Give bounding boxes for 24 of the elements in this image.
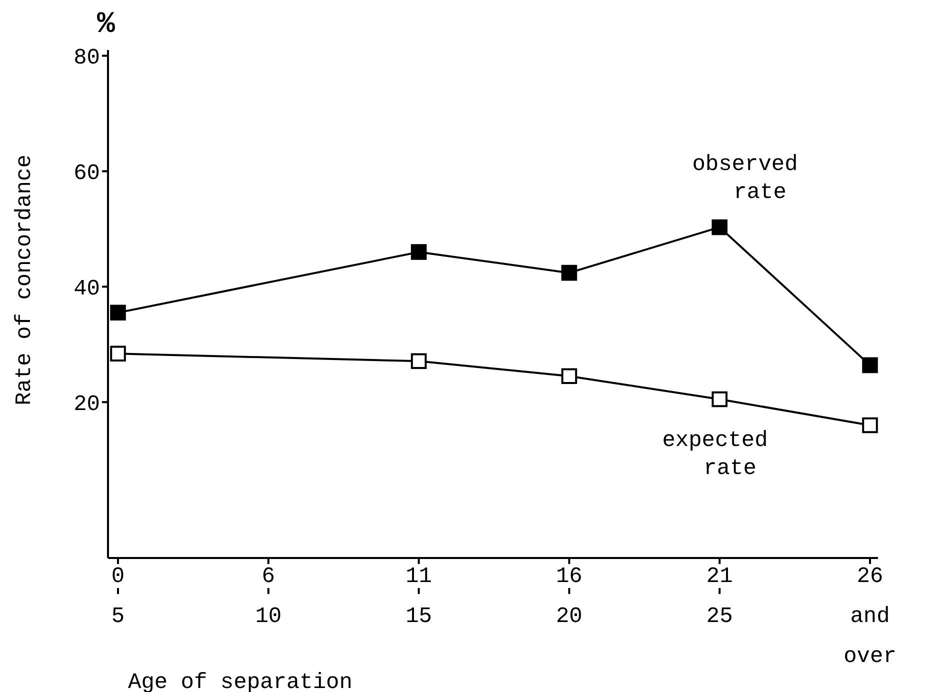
point bbox=[862, 417, 878, 434]
y-tick-label: 20 bbox=[74, 392, 100, 417]
y-axis-title: Rate of concordance bbox=[12, 154, 37, 406]
x-tick-label: 21 25 bbox=[706, 564, 733, 629]
x-tick-label: 11 15 bbox=[406, 564, 432, 629]
x-tick-label: 6 10 bbox=[255, 564, 282, 629]
point bbox=[862, 357, 878, 374]
point bbox=[712, 391, 728, 408]
y-tick-label: 80 bbox=[74, 45, 100, 70]
y-tick-label: 40 bbox=[74, 276, 100, 302]
x-tick-label: 0 5 bbox=[111, 564, 125, 629]
x-tick-label: 26 and over bbox=[844, 564, 896, 669]
text: % bbox=[96, 8, 116, 42]
point bbox=[110, 304, 126, 321]
annotation: observed rate bbox=[692, 152, 798, 205]
y-tick-label: 60 bbox=[74, 160, 100, 186]
point bbox=[410, 244, 427, 260]
point bbox=[561, 368, 578, 384]
point bbox=[561, 264, 578, 281]
point bbox=[712, 219, 728, 236]
annotation: expected rate bbox=[662, 428, 768, 481]
x-tick-label: 16 20 bbox=[556, 564, 582, 629]
point bbox=[410, 353, 427, 370]
point bbox=[110, 346, 126, 362]
